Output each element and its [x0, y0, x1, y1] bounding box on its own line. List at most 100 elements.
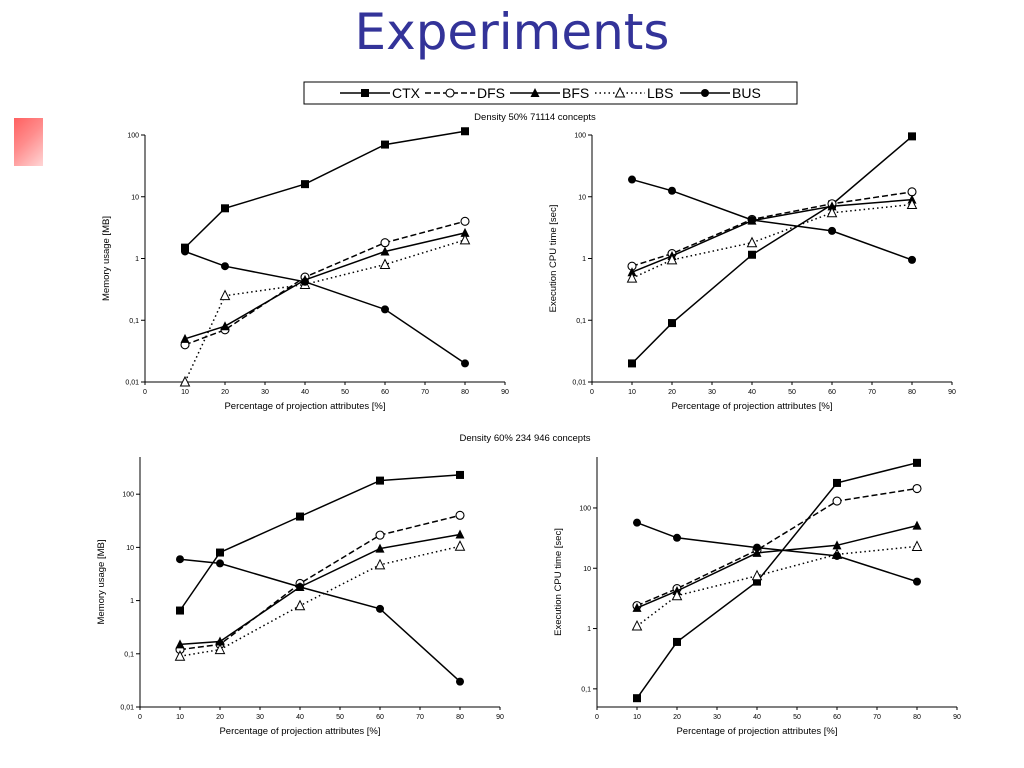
- data-point-lbs: [294, 599, 306, 611]
- data-point-ctx: [913, 458, 921, 467]
- data-point-lbs: [626, 272, 638, 283]
- x-tick-label: 90: [953, 714, 961, 721]
- data-point-bus: [628, 175, 636, 184]
- x-tick-label: 80: [913, 714, 921, 721]
- y-tick-label: 1: [587, 626, 591, 633]
- data-point-bus: [748, 216, 756, 225]
- x-tick-label: 30: [708, 389, 716, 396]
- data-point-dfs: [912, 483, 922, 494]
- data-point-bfs: [455, 529, 465, 539]
- data-point-ctx: [461, 127, 469, 136]
- chart-4: 0 10 20 30 40 50 60 70 80 90 0,1 1 10 100 Percentage o…: [553, 457, 961, 737]
- x-axis-label: Percentage of projection attributes [%]: [676, 726, 837, 737]
- data-point-lbs: [911, 540, 923, 551]
- data-point-dfs: [832, 496, 842, 506]
- series-line-ctx: [179, 474, 461, 611]
- y-tick-label: 0,01: [572, 380, 586, 387]
- data-point-ctx: [668, 319, 676, 328]
- legend-label-dfs: DFS: [477, 85, 505, 101]
- y-tick-label: 1: [135, 256, 139, 263]
- x-tick-label: 40: [296, 714, 304, 721]
- data-point-bfs: [180, 333, 190, 343]
- data-point-lbs: [374, 558, 386, 570]
- series-line-bfs: [184, 232, 466, 340]
- series-line-dfs: [636, 487, 918, 607]
- x-tick-label: 50: [336, 714, 344, 721]
- y-axis-label: Memory usage [MB]: [101, 216, 112, 301]
- data-point-bus: [376, 604, 384, 613]
- data-point-bus: [913, 577, 921, 586]
- data-point-ctx: [753, 577, 761, 586]
- y-tick-label: 0,1: [576, 318, 586, 325]
- section-caption-density-60: Density 60% 234 946 concepts: [460, 433, 591, 444]
- data-point-ctx: [296, 512, 304, 521]
- y-tick-label: 0,01: [125, 380, 139, 387]
- y-tick-label: 10: [583, 566, 591, 573]
- x-tick-label: 50: [793, 714, 801, 721]
- section-caption-density-50: Density 50% 71114 concepts: [474, 112, 596, 123]
- x-tick-label: 30: [256, 714, 264, 721]
- data-point-lbs: [631, 619, 643, 631]
- legend-marker-lbs: [614, 86, 626, 98]
- data-point-bus: [633, 518, 641, 527]
- data-point-bus: [176, 555, 184, 564]
- x-tick-label: 10: [176, 714, 184, 721]
- series-line-ctx: [184, 130, 466, 249]
- data-point-lbs: [746, 236, 758, 248]
- y-axis-label: Execution CPU time [sec]: [553, 528, 564, 636]
- legend-label-ctx: CTX: [392, 85, 421, 101]
- y-tick-label: 100: [574, 133, 586, 140]
- y-tick-label: 10: [578, 194, 586, 201]
- x-tick-label: 20: [668, 389, 676, 396]
- y-tick-label: 100: [127, 133, 139, 140]
- data-point-bus: [301, 277, 309, 286]
- y-tick-label: 100: [579, 505, 591, 512]
- data-point-ctx: [456, 470, 464, 479]
- data-point-lbs: [666, 253, 678, 265]
- data-point-bus: [673, 533, 681, 542]
- data-point-ctx: [381, 140, 389, 149]
- x-tick-label: 70: [873, 714, 881, 721]
- data-point-bus: [181, 247, 189, 256]
- x-tick-label: 60: [381, 389, 389, 396]
- data-point-ctx: [301, 180, 309, 189]
- data-point-ctx: [833, 478, 841, 487]
- data-point-ctx: [176, 606, 184, 615]
- data-point-dfs: [380, 238, 390, 248]
- data-point-bfs: [220, 321, 230, 331]
- data-point-lbs: [379, 258, 391, 269]
- data-point-bfs: [627, 267, 637, 277]
- x-tick-label: 0: [143, 389, 147, 396]
- x-tick-label: 80: [908, 389, 916, 396]
- data-point-bus: [833, 551, 841, 560]
- data-point-ctx: [673, 637, 681, 646]
- chart-1: 0 10 20 30 40 50 60 70 80 90 0,01 0,1 1 10 100 Percenta…: [101, 127, 509, 412]
- x-tick-label: 60: [376, 714, 384, 721]
- data-point-bfs: [752, 547, 762, 557]
- y-tick-label: 0,1: [581, 686, 591, 693]
- x-tick-label: 90: [501, 389, 509, 396]
- data-point-bus: [456, 677, 464, 686]
- x-tick-label: 10: [181, 389, 189, 396]
- y-tick-label: 0,01: [120, 705, 134, 712]
- legend-marker-ctx: [361, 89, 369, 97]
- y-tick-label: 1: [582, 256, 586, 263]
- series-line-lbs: [184, 239, 466, 383]
- data-point-lbs: [826, 206, 838, 218]
- x-tick-label: 60: [828, 389, 836, 396]
- x-tick-label: 70: [868, 389, 876, 396]
- x-tick-label: 20: [216, 714, 224, 721]
- x-tick-label: 40: [748, 389, 756, 396]
- x-tick-label: 80: [456, 714, 464, 721]
- y-tick-label: 10: [131, 194, 139, 201]
- data-point-lbs: [671, 589, 683, 601]
- data-point-bfs: [827, 201, 837, 211]
- data-point-bus: [381, 305, 389, 314]
- x-tick-label: 40: [301, 389, 309, 396]
- data-point-ctx: [908, 132, 916, 141]
- data-point-bfs: [380, 246, 390, 256]
- data-point-lbs: [751, 569, 763, 581]
- legend-marker-bfs: [530, 88, 540, 97]
- decorative-gradient-square: [14, 118, 43, 166]
- data-point-lbs: [214, 643, 226, 655]
